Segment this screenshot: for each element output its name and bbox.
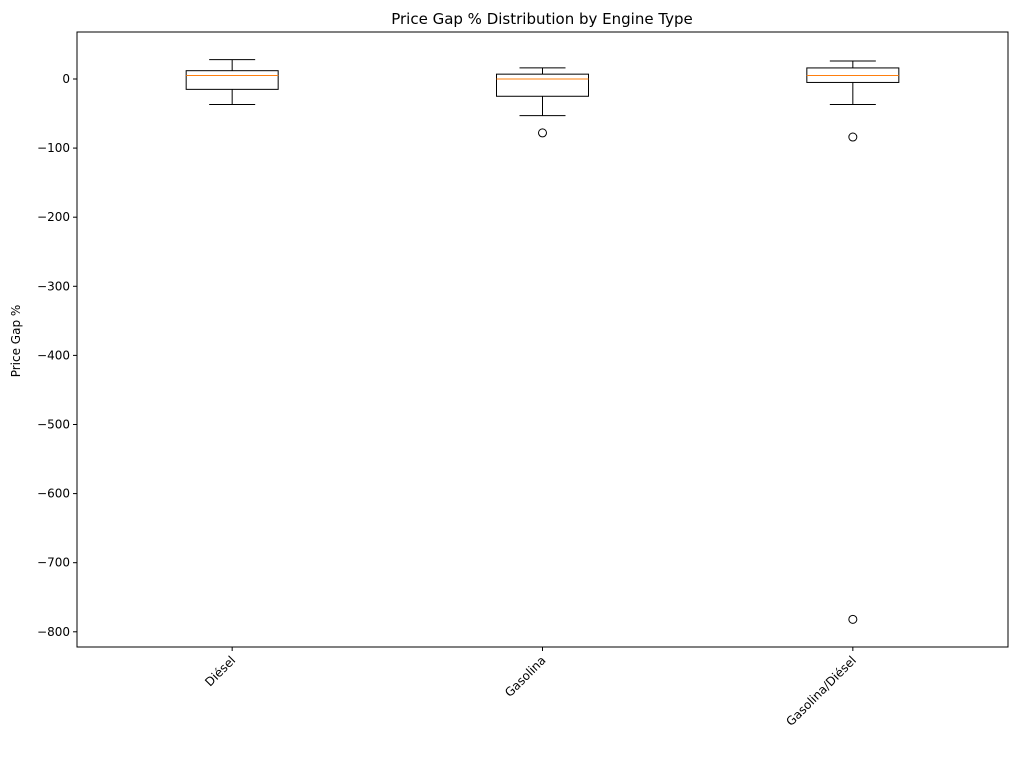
outlier-point bbox=[848, 614, 858, 624]
y-tick-label: −200 bbox=[37, 210, 70, 224]
y-tick-label: −600 bbox=[37, 487, 70, 501]
y-tick-label: −700 bbox=[37, 556, 70, 570]
y-tick-label: −400 bbox=[37, 348, 70, 362]
box-iqr bbox=[185, 70, 279, 90]
y-tick-label: −800 bbox=[37, 625, 70, 639]
outlier-point bbox=[538, 128, 547, 138]
y-tick-label: −100 bbox=[37, 141, 70, 155]
y-tick-label: 0 bbox=[62, 72, 70, 86]
y-tick-label: −500 bbox=[37, 417, 70, 431]
y-axis-label: Price Gap % bbox=[9, 305, 23, 378]
chart-title: Price Gap % Distribution by Engine Type bbox=[391, 10, 693, 28]
plot-frame bbox=[76, 31, 1009, 648]
y-tick-label: −300 bbox=[37, 279, 70, 293]
box-iqr bbox=[496, 73, 589, 97]
outlier-point bbox=[848, 132, 858, 142]
